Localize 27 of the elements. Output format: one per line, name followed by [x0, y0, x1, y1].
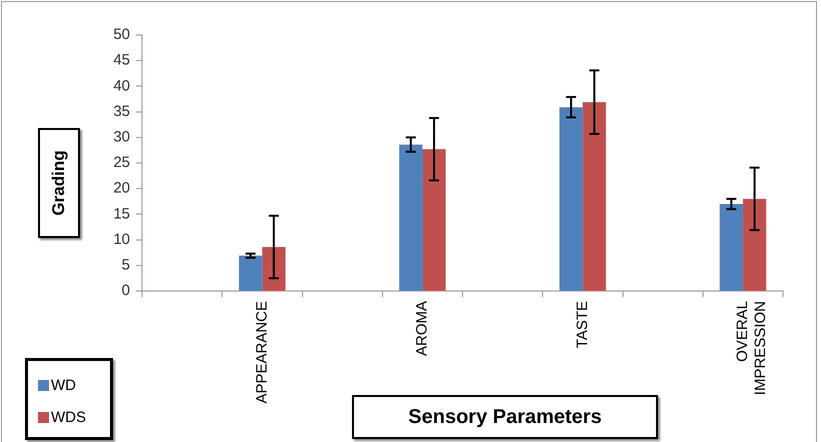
- x-tick-label: OVERAL IMPRESSION: [734, 301, 770, 396]
- y-tick-label: 35: [113, 102, 130, 120]
- bar: [238, 256, 262, 290]
- bar: [720, 204, 743, 290]
- x-axis-title: Sensory Parameters: [352, 395, 658, 439]
- y-tick-label: 20: [113, 180, 130, 197]
- y-tick-label: 45: [113, 52, 130, 69]
- legend-label: WDS: [51, 408, 86, 426]
- bar: [262, 246, 286, 290]
- y-tick-label: 15: [113, 205, 130, 222]
- x-tick-label: AROMA: [414, 301, 431, 356]
- y-tick-label: 40: [113, 77, 130, 94]
- y-tick-label: 5: [122, 256, 130, 274]
- y-tick-label: 0: [122, 282, 130, 300]
- x-tick-label: APPEARANCE: [253, 301, 270, 404]
- y-tick-label: 30: [113, 128, 130, 146]
- y-tick-label: 25: [113, 154, 130, 172]
- bar: [742, 198, 766, 290]
- bar: [582, 102, 606, 290]
- x-tick-label: TASTE: [574, 301, 591, 348]
- bar: [559, 107, 583, 290]
- y-axis-title: Grading: [49, 150, 69, 216]
- bar: [399, 144, 422, 290]
- bar: [422, 149, 446, 290]
- y-tick-label: 10: [113, 230, 130, 248]
- legend-label: WD: [51, 376, 76, 394]
- y-tick-label: 50: [113, 26, 130, 44]
